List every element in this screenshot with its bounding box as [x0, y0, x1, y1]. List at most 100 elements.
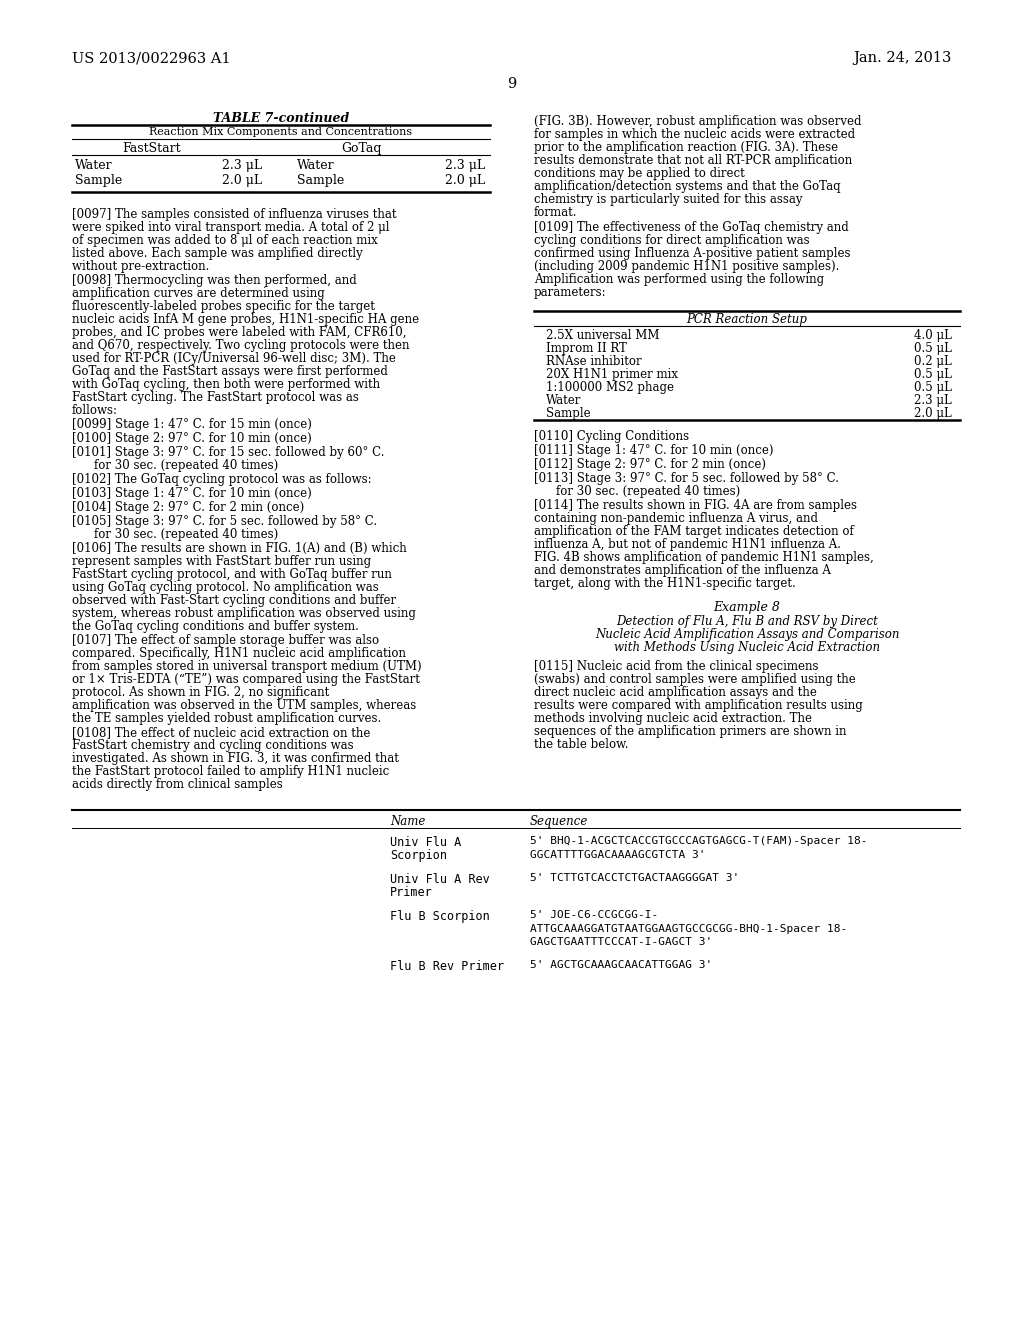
Text: [0110] Cycling Conditions: [0110] Cycling Conditions — [534, 430, 689, 444]
Text: nucleic acids InfA M gene probes, H1N1-specific HA gene: nucleic acids InfA M gene probes, H1N1-s… — [72, 313, 419, 326]
Text: used for RT-PCR (ICy/Universal 96-well disc; 3M). The: used for RT-PCR (ICy/Universal 96-well d… — [72, 352, 396, 366]
Text: compared. Specifically, H1N1 nucleic acid amplification: compared. Specifically, H1N1 nucleic aci… — [72, 647, 406, 660]
Text: GoTaq: GoTaq — [342, 143, 382, 154]
Text: parameters:: parameters: — [534, 286, 606, 300]
Text: 0.5 μL: 0.5 μL — [914, 368, 952, 381]
Text: Sample: Sample — [75, 174, 122, 187]
Text: from samples stored in universal transport medium (UTM): from samples stored in universal transpo… — [72, 660, 422, 673]
Text: represent samples with FastStart buffer run using: represent samples with FastStart buffer … — [72, 554, 371, 568]
Text: Reaction Mix Components and Concentrations: Reaction Mix Components and Concentratio… — [150, 127, 413, 137]
Text: [0102] The GoTaq cycling protocol was as follows:: [0102] The GoTaq cycling protocol was as… — [72, 473, 372, 486]
Text: FIG. 4B shows amplification of pandemic H1N1 samples,: FIG. 4B shows amplification of pandemic … — [534, 550, 873, 564]
Text: 5' TCTTGTCACCTCTGACTAAGGGGAT 3': 5' TCTTGTCACCTCTGACTAAGGGGAT 3' — [530, 873, 739, 883]
Text: Water: Water — [546, 393, 582, 407]
Text: [0113] Stage 3: 97° C. for 5 sec. followed by 58° C.: [0113] Stage 3: 97° C. for 5 sec. follow… — [534, 473, 839, 484]
Text: GAGCTGAATTTCCCAT-I-GAGCT 3': GAGCTGAATTTCCCAT-I-GAGCT 3' — [530, 937, 713, 946]
Text: amplification of the FAM target indicates detection of: amplification of the FAM target indicate… — [534, 525, 854, 539]
Text: Jan. 24, 2013: Jan. 24, 2013 — [854, 51, 952, 65]
Text: 2.5X universal MM: 2.5X universal MM — [546, 329, 659, 342]
Text: [0098] Thermocycling was then performed, and: [0098] Thermocycling was then performed,… — [72, 275, 356, 286]
Text: for 30 sec. (repeated 40 times): for 30 sec. (repeated 40 times) — [556, 484, 740, 498]
Text: for 30 sec. (repeated 40 times): for 30 sec. (repeated 40 times) — [94, 459, 279, 473]
Text: 20X H1N1 primer mix: 20X H1N1 primer mix — [546, 368, 678, 381]
Text: FastStart cycling. The FastStart protocol was as: FastStart cycling. The FastStart protoco… — [72, 391, 358, 404]
Text: TABLE 7-continued: TABLE 7-continued — [213, 112, 349, 125]
Text: system, whereas robust amplification was observed using: system, whereas robust amplification was… — [72, 607, 416, 620]
Text: Improm II RT: Improm II RT — [546, 342, 627, 355]
Text: prior to the amplification reaction (FIG. 3A). These: prior to the amplification reaction (FIG… — [534, 141, 838, 154]
Text: [0097] The samples consisted of influenza viruses that: [0097] The samples consisted of influenz… — [72, 209, 396, 220]
Text: with GoTaq cycling, then both were performed with: with GoTaq cycling, then both were perfo… — [72, 378, 380, 391]
Text: chemistry is particularly suited for this assay: chemistry is particularly suited for thi… — [534, 193, 803, 206]
Text: 2.0 μL: 2.0 μL — [914, 407, 952, 420]
Text: US 2013/0022963 A1: US 2013/0022963 A1 — [72, 51, 230, 65]
Text: the FastStart protocol failed to amplify H1N1 nucleic: the FastStart protocol failed to amplify… — [72, 766, 389, 777]
Text: 5' BHQ-1-ACGCTCACCGTGCCCAGTGAGCG-T(FAM)-Spacer 18-: 5' BHQ-1-ACGCTCACCGTGCCCAGTGAGCG-T(FAM)-… — [530, 836, 867, 846]
Text: [0107] The effect of sample storage buffer was also: [0107] The effect of sample storage buff… — [72, 634, 379, 647]
Text: Nucleic Acid Amplification Assays and Comparison: Nucleic Acid Amplification Assays and Co… — [595, 628, 899, 642]
Text: Sample: Sample — [297, 174, 344, 187]
Text: for 30 sec. (repeated 40 times): for 30 sec. (repeated 40 times) — [94, 528, 279, 541]
Text: FastStart: FastStart — [123, 143, 181, 154]
Text: listed above. Each sample was amplified directly: listed above. Each sample was amplified … — [72, 247, 362, 260]
Text: (FIG. 3B). However, robust amplification was observed: (FIG. 3B). However, robust amplification… — [534, 115, 861, 128]
Text: or 1× Tris-EDTA (“TE”) was compared using the FastStart: or 1× Tris-EDTA (“TE”) was compared usin… — [72, 673, 420, 686]
Text: methods involving nucleic acid extraction. The: methods involving nucleic acid extractio… — [534, 711, 812, 725]
Text: [0104] Stage 2: 97° C. for 2 min (once): [0104] Stage 2: 97° C. for 2 min (once) — [72, 502, 304, 513]
Text: the TE samples yielded robust amplification curves.: the TE samples yielded robust amplificat… — [72, 711, 381, 725]
Text: (including 2009 pandemic H1N1 positive samples).: (including 2009 pandemic H1N1 positive s… — [534, 260, 840, 273]
Text: follows:: follows: — [72, 404, 118, 417]
Text: Primer: Primer — [390, 887, 433, 899]
Text: influenza A, but not of pandemic H1N1 influenza A.: influenza A, but not of pandemic H1N1 in… — [534, 539, 841, 550]
Text: Amplification was performed using the following: Amplification was performed using the fo… — [534, 273, 824, 286]
Text: Example 8: Example 8 — [714, 601, 780, 614]
Text: results were compared with amplification results using: results were compared with amplification… — [534, 700, 863, 711]
Text: Flu B Scorpion: Flu B Scorpion — [390, 909, 489, 923]
Text: FastStart cycling protocol, and with GoTaq buffer run: FastStart cycling protocol, and with GoT… — [72, 568, 392, 581]
Text: with Methods Using Nucleic Acid Extraction: with Methods Using Nucleic Acid Extracti… — [614, 642, 880, 653]
Text: confirmed using Influenza A-positive patient samples: confirmed using Influenza A-positive pat… — [534, 247, 851, 260]
Text: amplification was observed in the UTM samples, whereas: amplification was observed in the UTM sa… — [72, 700, 416, 711]
Text: Water: Water — [75, 158, 113, 172]
Text: Water: Water — [297, 158, 335, 172]
Text: [0105] Stage 3: 97° C. for 5 sec. followed by 58° C.: [0105] Stage 3: 97° C. for 5 sec. follow… — [72, 515, 377, 528]
Text: [0106] The results are shown in FIG. 1(A) and (B) which: [0106] The results are shown in FIG. 1(A… — [72, 543, 407, 554]
Text: results demonstrate that not all RT-PCR amplification: results demonstrate that not all RT-PCR … — [534, 154, 852, 168]
Text: [0111] Stage 1: 47° C. for 10 min (once): [0111] Stage 1: 47° C. for 10 min (once) — [534, 444, 773, 457]
Text: ATTGCAAAGGATGTAATGGAAGTGCCGCGG-BHQ-1-Spacer 18-: ATTGCAAAGGATGTAATGGAAGTGCCGCGG-BHQ-1-Spa… — [530, 924, 847, 933]
Text: [0108] The effect of nucleic acid extraction on the: [0108] The effect of nucleic acid extrac… — [72, 726, 371, 739]
Text: cycling conditions for direct amplification was: cycling conditions for direct amplificat… — [534, 234, 810, 247]
Text: Sequence: Sequence — [530, 814, 589, 828]
Text: direct nucleic acid amplification assays and the: direct nucleic acid amplification assays… — [534, 686, 817, 700]
Text: without pre-extraction.: without pre-extraction. — [72, 260, 209, 273]
Text: containing non-pandemic influenza A virus, and: containing non-pandemic influenza A viru… — [534, 512, 818, 525]
Text: RNAse inhibitor: RNAse inhibitor — [546, 355, 642, 368]
Text: 2.3 μL: 2.3 μL — [444, 158, 485, 172]
Text: [0100] Stage 2: 97° C. for 10 min (once): [0100] Stage 2: 97° C. for 10 min (once) — [72, 432, 311, 445]
Text: Univ Flu A: Univ Flu A — [390, 836, 461, 849]
Text: GGCATTTTGGACAAAAGCGTCTA 3': GGCATTTTGGACAAAAGCGTCTA 3' — [530, 850, 706, 859]
Text: 1:100000 MS2 phage: 1:100000 MS2 phage — [546, 381, 674, 393]
Text: Name: Name — [390, 814, 425, 828]
Text: amplification curves are determined using: amplification curves are determined usin… — [72, 286, 325, 300]
Text: 0.2 μL: 0.2 μL — [914, 355, 952, 368]
Text: 0.5 μL: 0.5 μL — [914, 342, 952, 355]
Text: [0103] Stage 1: 47° C. for 10 min (once): [0103] Stage 1: 47° C. for 10 min (once) — [72, 487, 311, 500]
Text: target, along with the H1N1-specific target.: target, along with the H1N1-specific tar… — [534, 577, 796, 590]
Text: 2.0 μL: 2.0 μL — [444, 174, 485, 187]
Text: PCR Reaction Setup: PCR Reaction Setup — [686, 313, 808, 326]
Text: 4.0 μL: 4.0 μL — [914, 329, 952, 342]
Text: investigated. As shown in FIG. 3, it was confirmed that: investigated. As shown in FIG. 3, it was… — [72, 752, 399, 766]
Text: amplification/detection systems and that the GoTaq: amplification/detection systems and that… — [534, 180, 841, 193]
Text: protocol. As shown in FIG. 2, no significant: protocol. As shown in FIG. 2, no signifi… — [72, 686, 330, 700]
Text: [0115] Nucleic acid from the clinical specimens: [0115] Nucleic acid from the clinical sp… — [534, 660, 818, 673]
Text: [0101] Stage 3: 97° C. for 15 sec. followed by 60° C.: [0101] Stage 3: 97° C. for 15 sec. follo… — [72, 446, 384, 459]
Text: sequences of the amplification primers are shown in: sequences of the amplification primers a… — [534, 725, 847, 738]
Text: [0114] The results shown in FIG. 4A are from samples: [0114] The results shown in FIG. 4A are … — [534, 499, 857, 512]
Text: Scorpion: Scorpion — [390, 850, 447, 862]
Text: format.: format. — [534, 206, 578, 219]
Text: were spiked into viral transport media. A total of 2 μl: were spiked into viral transport media. … — [72, 220, 389, 234]
Text: and Q670, respectively. Two cycling protocols were then: and Q670, respectively. Two cycling prot… — [72, 339, 410, 352]
Text: 2.0 μL: 2.0 μL — [222, 174, 262, 187]
Text: Sample: Sample — [546, 407, 591, 420]
